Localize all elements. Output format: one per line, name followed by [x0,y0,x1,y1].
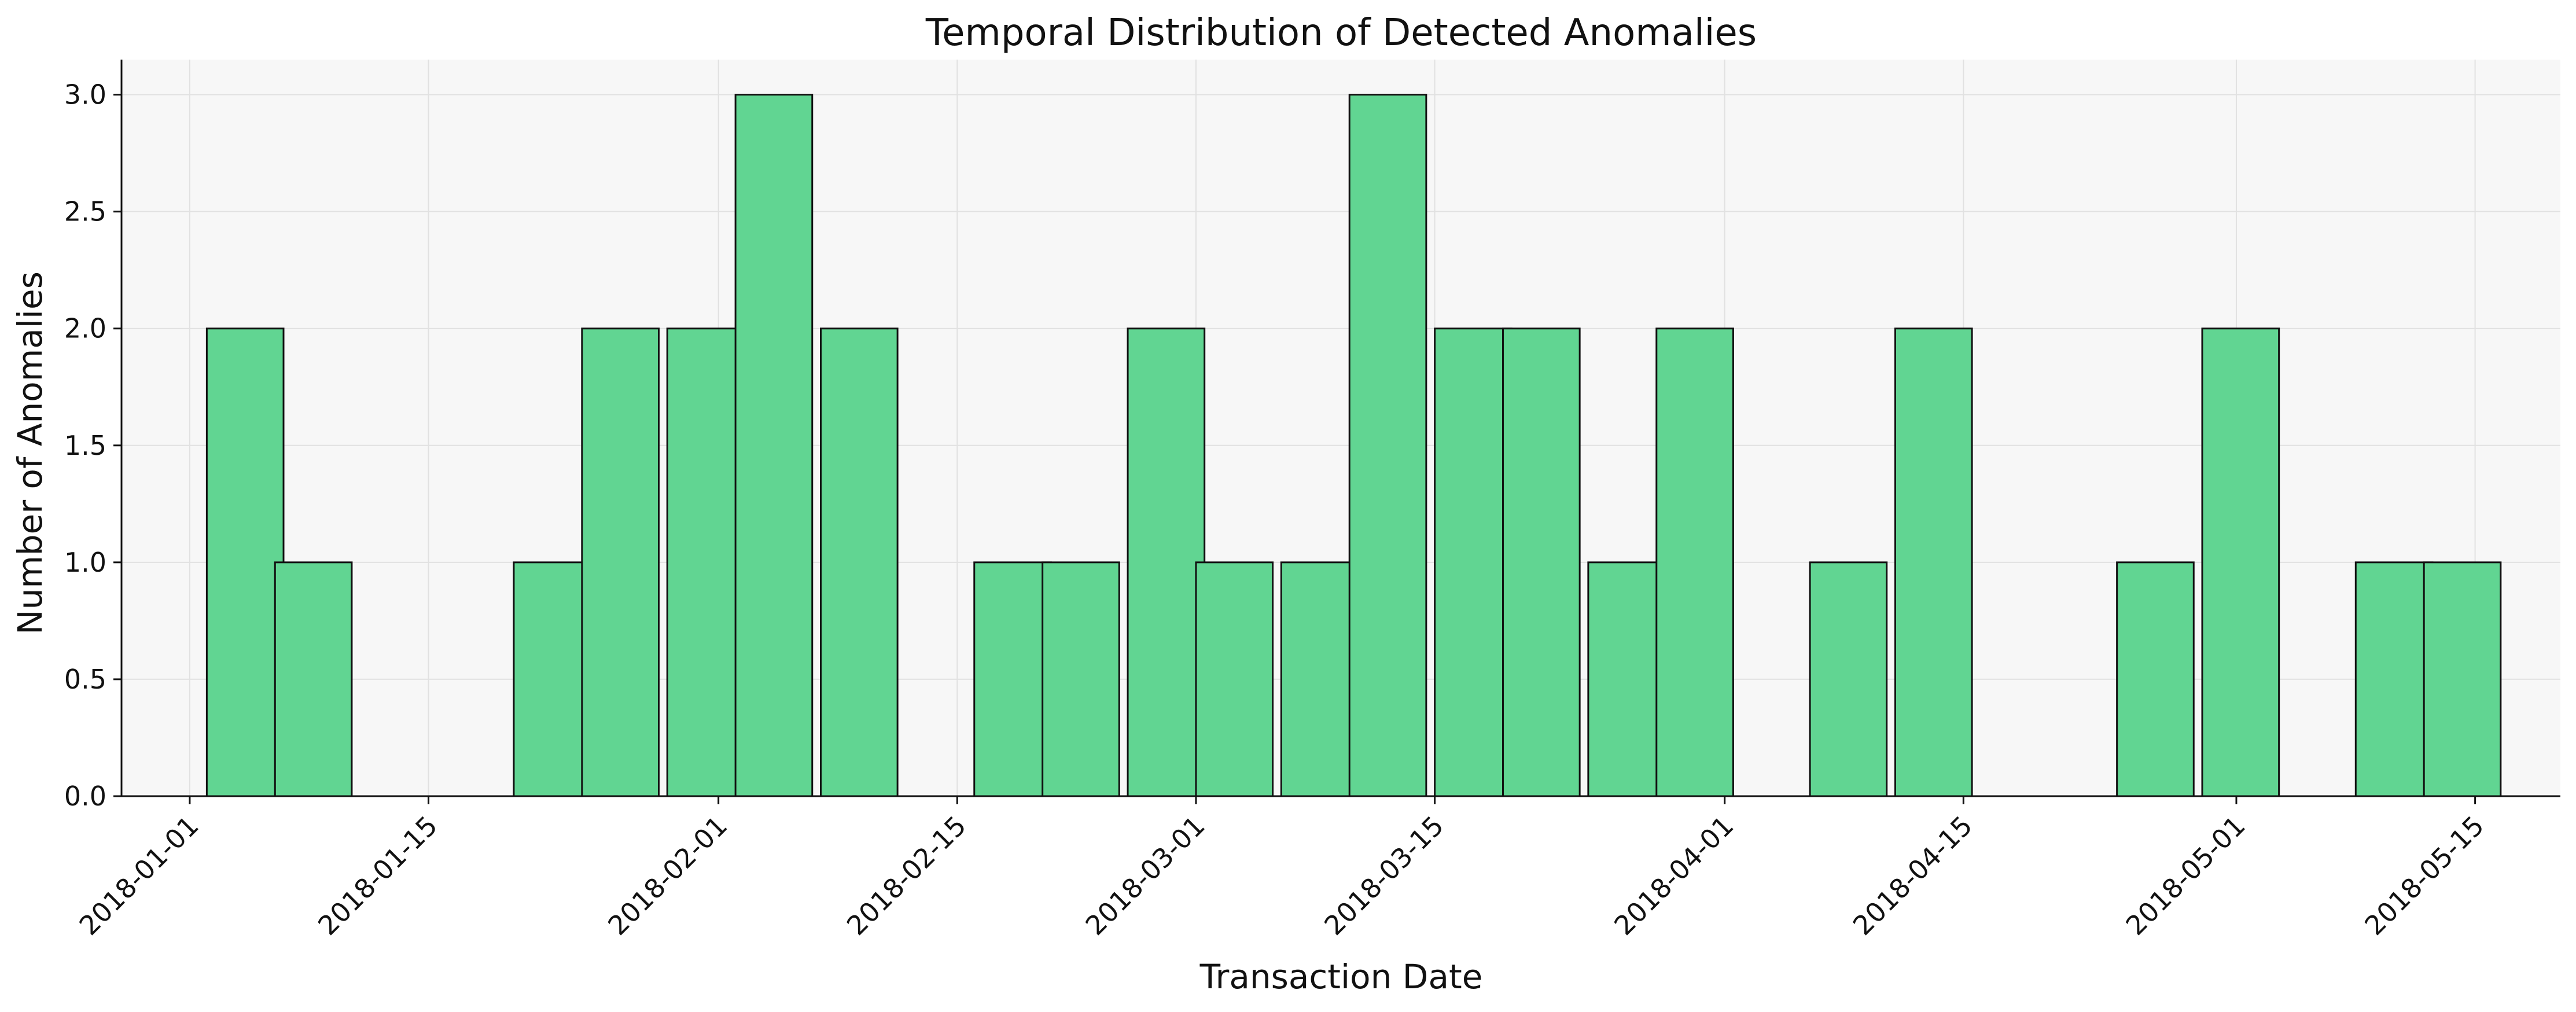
x-tick-label: 2018-05-15 [2358,810,2490,941]
y-tick-label: 2.0 [64,313,106,344]
histogram-bar [973,561,1052,797]
x-axis-label: Transaction Date [1199,957,1483,996]
histogram-bar [1434,327,1513,797]
x-tick-label: 2018-02-01 [602,810,733,941]
histogram-bar [1809,561,1888,797]
histogram-bar [1348,94,1427,797]
y-tick-label: 1.5 [64,430,106,461]
histogram-bar [1502,327,1581,797]
histogram-bar [666,327,745,797]
y-tick-label: 3.0 [64,79,106,111]
y-tick-label: 2.5 [64,196,106,227]
x-tick-label: 2018-02-15 [841,810,972,941]
histogram-bar [205,327,285,797]
histogram-bar [581,327,660,797]
x-tick-label: 2018-01-01 [73,810,204,941]
histogram-bar [1894,327,1973,797]
y-axis-label: Number of Anomalies [10,271,50,635]
histogram-bar [2354,561,2434,797]
y-tick-label: 0.0 [64,781,106,812]
histogram-bar [2423,561,2502,797]
x-tick-label: 2018-01-15 [312,810,443,941]
x-tick-label: 2018-03-01 [1080,810,1211,941]
histogram-bar [819,327,899,797]
histogram-bar [274,561,353,797]
histogram-bars [205,94,2502,797]
x-tick-label: 2018-03-15 [1318,810,1449,941]
x-axis-ticks: 2018-01-01 2018-01-15 2018-02-01 2018-02-15… [73,796,2490,941]
histogram-bar [1280,561,1359,797]
x-tick-label: 2018-04-01 [1608,810,1739,941]
x-tick-label: 2018-04-15 [1847,810,1978,941]
y-axis-ticks: 0.0 0.5 1.0 1.5 2.0 2.5 3.0 [64,79,122,812]
histogram-bar [1042,561,1120,797]
histogram-bar [513,561,592,797]
histogram-bar [2116,561,2195,797]
histogram-bar [1127,327,1206,797]
histogram-bar [1195,561,1274,797]
histogram-bar [2201,327,2280,797]
histogram-bar [1587,561,1666,797]
y-tick-label: 1.0 [64,547,106,578]
histogram-bar [1655,327,1734,797]
histogram-bar [734,94,814,797]
chart-title: Temporal Distribution of Detected Anomal… [925,12,1757,54]
y-tick-label: 0.5 [64,664,106,695]
x-tick-label: 2018-05-01 [2120,810,2251,941]
axes [120,60,2560,797]
